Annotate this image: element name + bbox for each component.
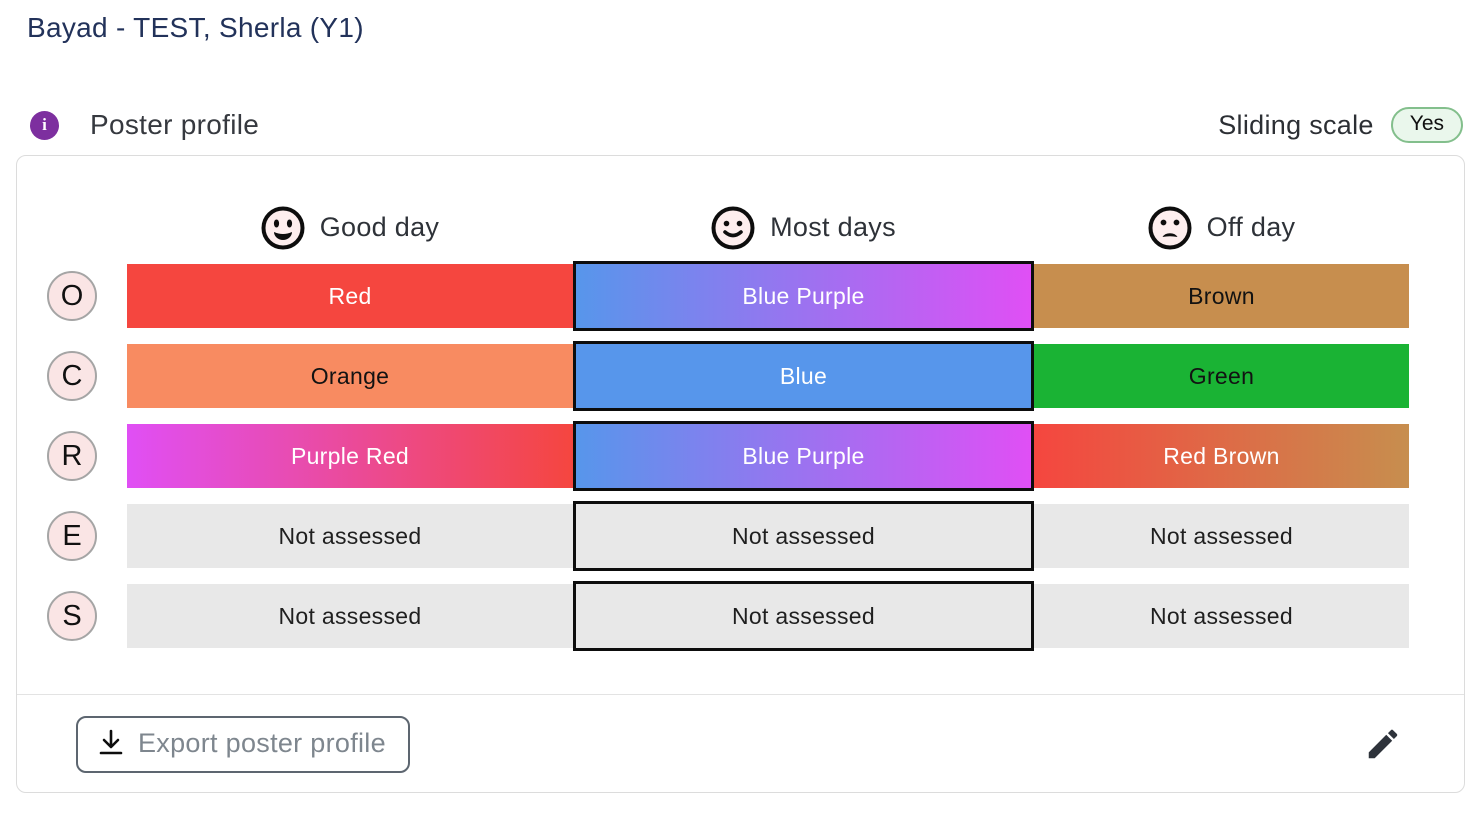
column-header-label: Good day: [319, 212, 440, 242]
sliding-scale-label: Sliding scale: [1218, 109, 1374, 140]
cell-good-day: Not assessed: [127, 584, 573, 648]
cell-off-day: Brown: [1034, 264, 1409, 328]
cell-most-days: Blue Purple: [573, 261, 1034, 331]
table-row-c: C Orange Blue Green: [17, 341, 1464, 411]
cell-off-day: Not assessed: [1034, 504, 1409, 568]
sliding-scale-badge: Yes: [1390, 107, 1463, 143]
pencil-icon: [1368, 729, 1398, 759]
export-button-label: Export poster profile: [138, 727, 386, 758]
smile-face-icon: [711, 206, 755, 249]
cell-most-days: Blue Purple: [573, 421, 1034, 491]
row-letter-badge: S: [47, 591, 97, 641]
row-letter-badge: C: [47, 351, 97, 401]
cell-off-day: Green: [1034, 344, 1409, 408]
column-header-label: Off day: [1206, 212, 1296, 242]
sad-face-icon: [1148, 206, 1192, 249]
column-header-good-day: Good day: [127, 206, 573, 250]
cell-most-days: Not assessed: [573, 501, 1034, 571]
export-poster-profile-button[interactable]: Export poster profile: [76, 715, 410, 773]
row-letter-badge: R: [47, 431, 97, 481]
table-row-e: E Not assessed Not assessed Not assessed: [17, 501, 1464, 571]
column-header-row: Good day Most days: [17, 204, 1464, 251]
info-icon[interactable]: i: [30, 110, 59, 140]
cell-most-days: Not assessed: [573, 581, 1034, 651]
download-icon: [99, 729, 123, 755]
cell-good-day: Orange: [127, 344, 573, 408]
cell-good-day: Red: [127, 264, 573, 328]
edit-button[interactable]: [1364, 725, 1402, 763]
page-title: Bayad - TEST, Sherla (Y1): [27, 12, 364, 43]
column-header-most-days: Most days: [573, 206, 1034, 250]
column-header-off-day: Off day: [1034, 206, 1409, 250]
profile-grid: Good day Most days: [17, 156, 1464, 695]
row-letter-badge: E: [47, 511, 97, 561]
cell-most-days: Blue: [573, 341, 1034, 411]
table-row-o: O Red Blue Purple Brown: [17, 261, 1464, 331]
poster-profile-card: Good day Most days: [16, 155, 1465, 793]
cell-off-day: Red Brown: [1034, 424, 1409, 488]
section-header: i Poster profile Sliding scale Yes: [30, 102, 1463, 148]
cell-off-day: Not assessed: [1034, 584, 1409, 648]
table-row-s: S Not assessed Not assessed Not assessed: [17, 581, 1464, 651]
section-title: Poster profile: [90, 109, 260, 140]
card-footer: Export poster profile: [17, 695, 1464, 793]
happy-face-icon: [261, 206, 305, 249]
cell-good-day: Purple Red: [127, 424, 573, 488]
column-header-label: Most days: [770, 212, 896, 242]
cell-good-day: Not assessed: [127, 504, 573, 568]
row-letter-badge: O: [47, 271, 97, 321]
table-row-r: R Purple Red Blue Purple Red Brown: [17, 421, 1464, 491]
